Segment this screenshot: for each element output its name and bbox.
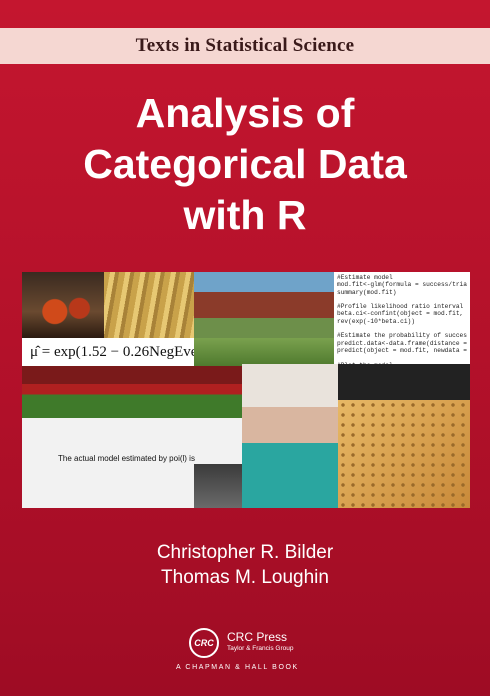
wheat-photo <box>104 272 194 338</box>
building-photo <box>194 272 334 338</box>
formula-panel: μ̂ = exp(1.52 − 0.26NegEvent) <box>22 338 194 366</box>
authors: Christopher R. Bilder Thomas M. Loughin <box>0 540 490 590</box>
crc-logo-icon: CRC <box>189 628 219 658</box>
series-name: Texts in Statistical Science <box>135 35 355 56</box>
title-line-3: with R <box>183 192 307 238</box>
author-1: Christopher R. Bilder <box>156 542 334 563</box>
code-text: #Estimate model mod.fit<-glm(formula = s… <box>337 274 467 364</box>
stadium-photo <box>22 366 242 418</box>
lecture-screenshot: The actual model estimated by poi(l) is <box>22 418 242 508</box>
drinks-photo <box>22 272 104 338</box>
model-formula: μ̂ = exp(1.52 − 0.26NegEvent) <box>30 343 194 360</box>
lawn-photo <box>194 338 334 366</box>
lecture-text: The actual model estimated by poi(l) is <box>58 454 195 463</box>
author-2: Thomas M. Loughin <box>161 567 329 588</box>
lecture-video-thumbnail <box>194 464 242 508</box>
publisher-group: Taylor & Francis Group <box>227 645 294 652</box>
title-line-1: Analysis of <box>135 90 355 136</box>
publisher-imprint: A CHAPMAN & HALL BOOK <box>176 664 299 671</box>
title-line-2: Categorical Data <box>83 141 407 187</box>
crackers-photo <box>338 400 470 508</box>
series-banner: Texts in Statistical Science <box>0 28 490 64</box>
r-code-snippet: #Estimate model mod.fit<-glm(formula = s… <box>334 272 470 364</box>
cover-photo-collage: #Estimate model mod.fit<-glm(formula = s… <box>22 272 470 508</box>
publisher-name: CRC Press <box>227 630 288 644</box>
nurse-vaccination-photo <box>242 364 338 508</box>
publisher-block: CRC CRC Press Taylor & Francis Group A C… <box>176 628 349 678</box>
book-title: Analysis of Categorical Data with R <box>0 88 490 241</box>
